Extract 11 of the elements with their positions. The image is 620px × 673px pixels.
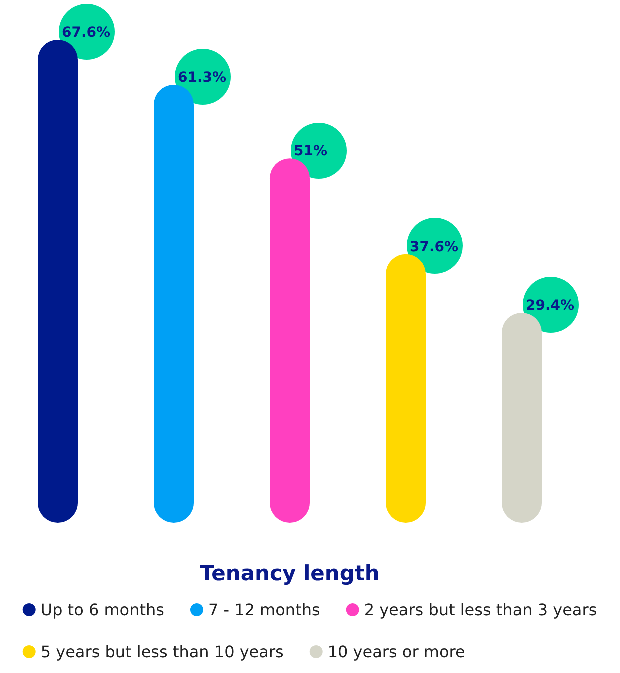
x-axis-title: Tenancy length	[200, 562, 380, 586]
legend-label: 5 years but less than 10 years	[40, 642, 284, 662]
data-label: 51%	[294, 144, 328, 160]
legend-label: 7 - 12 months	[208, 600, 320, 620]
data-label: 67.6%	[62, 25, 111, 41]
data-label: 29.4%	[526, 298, 575, 314]
data-label: 61.3%	[178, 70, 227, 86]
legend-label: 10 years or more	[328, 642, 466, 662]
data-label: 37.6%	[410, 239, 459, 256]
legend-label: Up to 6 months	[40, 600, 164, 620]
legend-label: 2 years but less than 3 years	[364, 600, 598, 620]
